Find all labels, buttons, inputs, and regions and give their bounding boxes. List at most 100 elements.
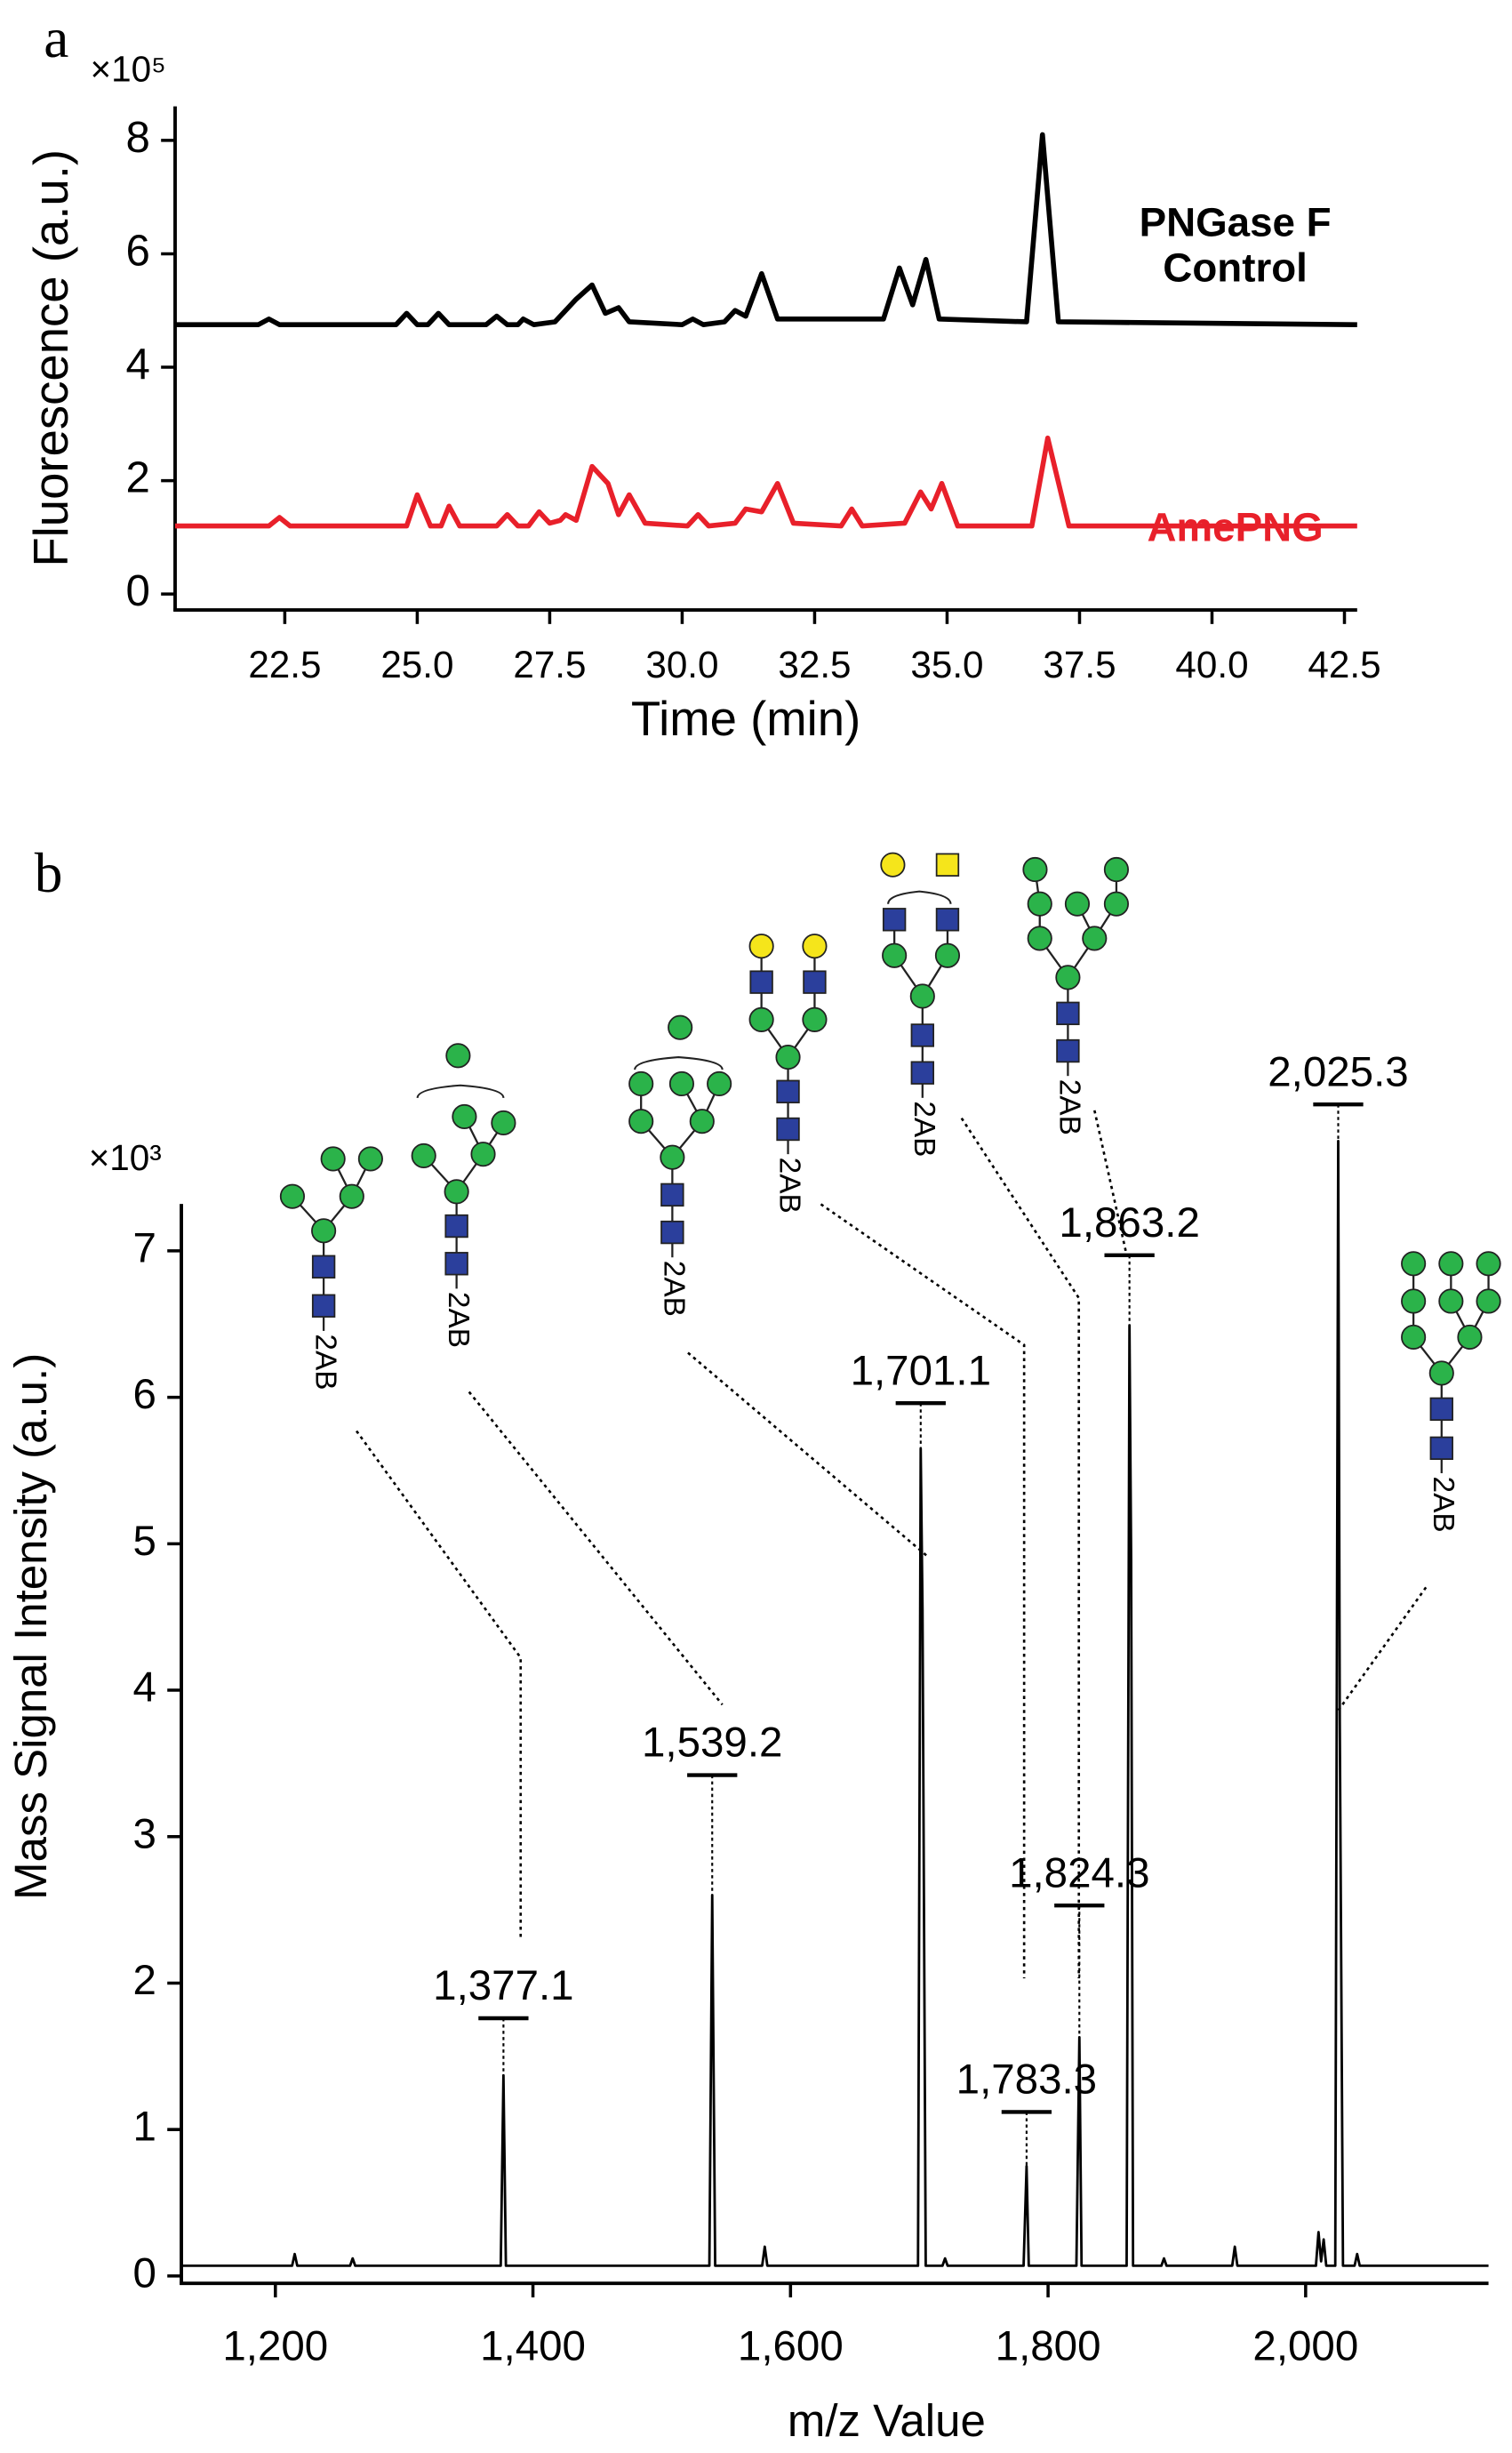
peak-label: 1,783.3	[956, 2056, 1097, 2104]
glycan-label: 2AB	[773, 1158, 806, 1214]
series-line	[181, 1139, 1489, 2267]
glycan-circle	[491, 1110, 516, 1136]
glycan-circle	[882, 942, 908, 968]
glycan-circle	[775, 1045, 801, 1070]
glycan-circle	[1438, 1251, 1464, 1277]
x-tick-label: 30.0	[645, 644, 718, 685]
series-line	[175, 132, 1357, 328]
glycan-circle	[1027, 891, 1052, 917]
x-tick-label: 42.5	[1308, 644, 1380, 685]
y-axis-title: Fluorescence (a.u.)	[24, 149, 78, 567]
legend-entry: PNGase F Control	[1139, 199, 1332, 291]
glycan-label: 2AB	[1053, 1079, 1086, 1135]
x-tick-label: 1,400	[480, 2323, 586, 2370]
x-tick-label: 1,600	[738, 2323, 844, 2370]
legend-label: AmePNG	[1147, 503, 1324, 551]
glycan-square	[444, 1252, 468, 1276]
glycan-circle	[668, 1014, 693, 1040]
glycan-circle	[452, 1103, 477, 1129]
glycan-circle	[1103, 891, 1129, 917]
glycan-square	[935, 853, 960, 877]
glycan-square	[749, 970, 773, 994]
glycan-circle	[279, 1183, 306, 1209]
glycan-label: 2AB	[1427, 1476, 1460, 1532]
peak-label: 2,025.3	[1268, 1048, 1408, 1095]
glycan-circle	[748, 1006, 774, 1032]
glycan-square	[660, 1182, 684, 1207]
peak-label: 1,377.1	[433, 1962, 573, 2009]
x-tick-label: 35.0	[910, 644, 983, 685]
y-tick-label: 1	[132, 2104, 156, 2151]
y-multiplier: ×10⁵	[91, 49, 166, 90]
glycan-circle	[748, 934, 774, 959]
glycan-square	[776, 1079, 800, 1103]
glycan-square	[935, 908, 960, 932]
x-tick-label: 22.5	[248, 644, 321, 685]
x-tick-label: 40.0	[1175, 644, 1248, 685]
glycan-circle	[1401, 1251, 1427, 1277]
glycan-square	[803, 970, 827, 994]
glycan-circle	[1438, 1288, 1464, 1314]
glycan-circle	[880, 852, 906, 878]
glycan-circle	[339, 1183, 364, 1209]
glycan-label: 2AB	[908, 1101, 940, 1157]
glycan-circle	[1103, 856, 1129, 883]
y-tick-label: 6	[125, 226, 149, 275]
glycan-brace	[634, 1056, 724, 1070]
glycan-square	[776, 1117, 800, 1142]
glycan-circle	[707, 1070, 732, 1097]
glycan-circle	[628, 1070, 654, 1097]
y-tick-label: 6	[132, 1371, 156, 1418]
glycan-leader	[1093, 1110, 1127, 1252]
glycan-circle	[1022, 856, 1048, 883]
y-tick-label: 0	[132, 2249, 156, 2297]
glycan-circle	[1064, 891, 1091, 917]
y-multiplier: ×10³	[89, 1137, 162, 1178]
glycan-circle	[1055, 965, 1081, 990]
peak-label: 1,863.2	[1059, 1199, 1199, 1247]
glycan-circle	[311, 1218, 337, 1244]
glycan-circle	[1476, 1288, 1501, 1314]
glycan-square	[1056, 1001, 1080, 1026]
series-line	[175, 435, 1357, 529]
glycan-square	[444, 1214, 468, 1239]
legend-label: PNGase F Control	[1139, 199, 1332, 291]
glycan-circle	[445, 1043, 471, 1069]
y-tick-label: 4	[125, 340, 149, 389]
glycan-square	[910, 1061, 935, 1085]
glycan-leader	[1335, 1586, 1428, 1713]
glycan-leader	[468, 1391, 724, 1706]
x-axis-title: m/z Value	[788, 2395, 986, 2446]
glycan-brace	[887, 890, 952, 904]
x-tick-label: 1,800	[996, 2323, 1101, 2370]
peak-label: 1,539.2	[642, 1720, 782, 1767]
glycan-square	[882, 908, 907, 932]
glycan-circle	[909, 983, 935, 1009]
glycan-circle	[660, 1144, 685, 1170]
glycan-square	[660, 1220, 684, 1245]
glycan-circle	[1428, 1360, 1454, 1386]
glycan-circle	[689, 1109, 715, 1134]
x-tick-label: 27.5	[513, 644, 586, 685]
y-tick-label: 7	[132, 1224, 156, 1271]
y-tick-label: 0	[125, 566, 149, 615]
glycan-circle	[802, 1006, 828, 1032]
glycan-square	[311, 1255, 336, 1279]
glycan-circle	[802, 934, 828, 959]
glycan-leader	[820, 1203, 1026, 1979]
peak-label: 1,701.1	[851, 1347, 991, 1394]
glycan-circle	[1401, 1324, 1427, 1351]
glycan-square	[910, 1023, 935, 1047]
glycan-label: 2AB	[308, 1334, 341, 1390]
glycan-circle	[1027, 926, 1052, 951]
glycan-square	[1429, 1397, 1453, 1422]
glycan-brace	[416, 1084, 505, 1099]
panel-label: a	[44, 7, 68, 69]
glycan-circle	[1401, 1288, 1427, 1314]
panel-label: b	[35, 842, 63, 904]
glycan-circle	[444, 1179, 469, 1205]
y-tick-label: 8	[125, 113, 149, 162]
x-tick-label: 32.5	[778, 644, 851, 685]
legend-entry: AmePNG	[1147, 503, 1324, 551]
